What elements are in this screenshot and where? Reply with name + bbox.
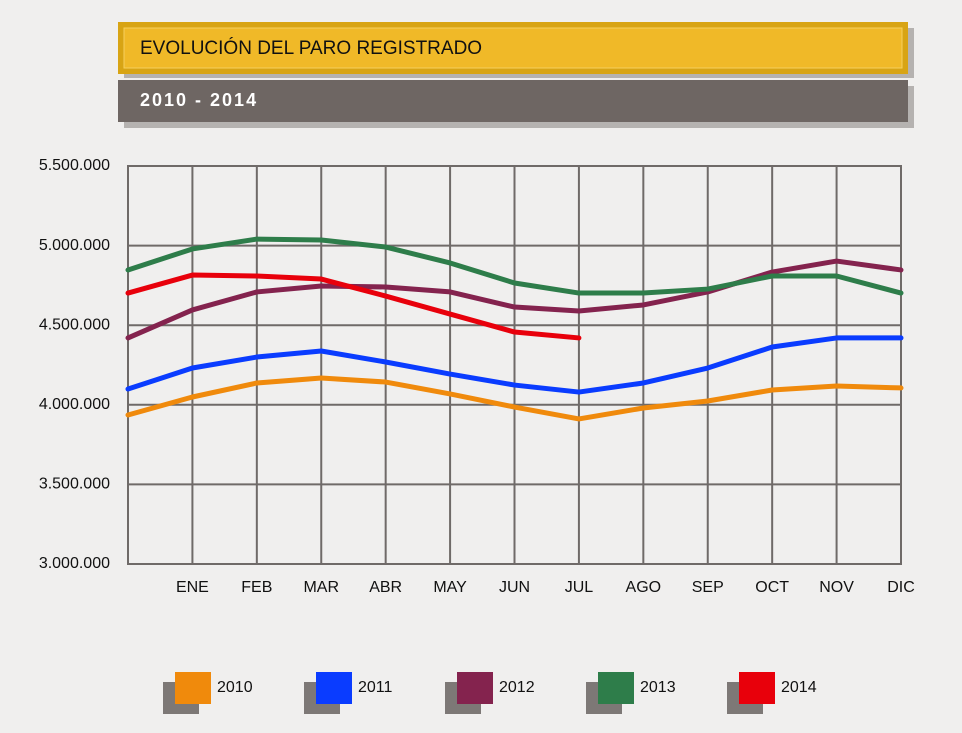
x-tick-label: ABR (369, 579, 402, 596)
legend-label: 2012 (499, 679, 535, 696)
x-tick-label: OCT (755, 579, 789, 596)
legend-swatch (316, 672, 352, 704)
chart-title: EVOLUCIÓN DEL PARO REGISTRADO (140, 37, 482, 59)
legend-label: 2014 (781, 679, 817, 696)
x-tick-label: JUL (565, 579, 594, 596)
legend-swatch (457, 672, 493, 704)
legend-swatch (598, 672, 634, 704)
x-tick-label: AGO (626, 579, 662, 596)
x-tick-label: MAY (433, 579, 467, 596)
legend-swatch (175, 672, 211, 704)
y-tick-label: 3.500.000 (39, 476, 110, 493)
y-tick-label: 3.000.000 (39, 555, 110, 572)
x-tick-label: DIC (887, 579, 915, 596)
legend-label: 2010 (217, 679, 253, 696)
x-tick-label: FEB (241, 579, 272, 596)
x-tick-label: MAR (303, 579, 339, 596)
series-line (125, 236, 904, 296)
subtitle-box (118, 80, 908, 122)
x-tick-label: SEP (692, 579, 724, 596)
x-tick-label: ENE (176, 579, 209, 596)
x-tick-label: JUN (499, 579, 530, 596)
series-line (125, 272, 582, 341)
y-tick-label: 4.000.000 (39, 396, 110, 413)
y-tick-label: 5.000.000 (39, 237, 110, 254)
x-tick-label: NOV (819, 579, 854, 596)
legend-swatch (739, 672, 775, 704)
series-line (125, 335, 904, 395)
legend-label: 2013 (640, 679, 676, 696)
legend-label: 2011 (358, 679, 393, 696)
y-tick-label: 5.500.000 (39, 157, 110, 174)
title-inner (123, 27, 903, 69)
chart-subtitle: 2010 - 2014 (140, 90, 258, 110)
series-line (125, 258, 904, 341)
y-tick-label: 4.500.000 (39, 316, 110, 333)
series-line (125, 375, 904, 422)
